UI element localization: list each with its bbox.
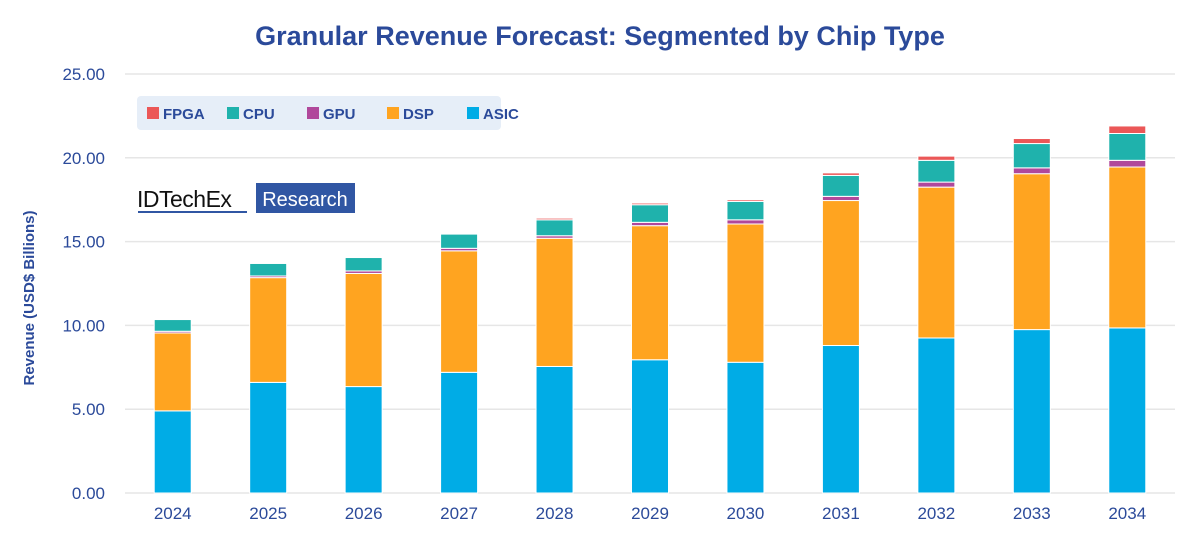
bar-asic-2028 bbox=[535, 365, 574, 494]
bar-dsp-2024 bbox=[153, 332, 192, 412]
logo-tag: Research bbox=[262, 189, 348, 211]
bar-gpu-2029 bbox=[631, 221, 669, 227]
bar-cpu-2032 bbox=[917, 159, 956, 183]
bar-dsp-2028 bbox=[535, 237, 574, 367]
logo-tag-background bbox=[256, 183, 355, 213]
bar-dsp-2026 bbox=[344, 272, 383, 388]
bar-fpga-2026 bbox=[344, 256, 383, 259]
bar-dsp-2027 bbox=[440, 250, 479, 373]
bar-asic-2026 bbox=[344, 386, 383, 494]
bar-fpga-2025 bbox=[249, 262, 288, 264]
bar-dsp-2025 bbox=[249, 277, 288, 383]
x-tick-label: 2026 bbox=[345, 504, 383, 523]
y-axis-label: Revenue (USD$ Billions) bbox=[21, 210, 38, 385]
bars bbox=[153, 125, 1147, 494]
bar-dsp-2029 bbox=[631, 225, 669, 361]
idtechex-logo: IDTechEx Research bbox=[137, 183, 355, 213]
legend-swatch-asic bbox=[467, 107, 479, 119]
bar-cpu-2034 bbox=[1108, 132, 1147, 161]
bar-cpu-2030 bbox=[726, 200, 765, 221]
legend-label-asic: ASIC bbox=[483, 106, 519, 123]
x-tick-label: 2027 bbox=[440, 504, 478, 523]
bar-asic-2025 bbox=[249, 381, 288, 494]
bar-cpu-2025 bbox=[249, 262, 288, 277]
y-tick-label: 10.00 bbox=[62, 316, 105, 335]
bar-fpga-2028 bbox=[535, 217, 574, 221]
legend-label-fpga: FPGA bbox=[163, 106, 205, 123]
bar-gpu-2033 bbox=[1012, 167, 1051, 175]
chart-title: Granular Revenue Forecast: Segmented by … bbox=[255, 21, 945, 51]
x-tick-label: 2033 bbox=[1013, 504, 1051, 523]
x-tick-labels: 2024 2025 2026 2027 2028 2029 2030 2031 2032 2033… bbox=[154, 504, 1146, 523]
bar-cpu-2027 bbox=[440, 233, 479, 249]
bar-dsp-2030 bbox=[726, 223, 765, 363]
bar-asic-2027 bbox=[440, 371, 479, 494]
y-tick-label: 15.00 bbox=[62, 233, 105, 252]
y-tick-label: 0.00 bbox=[72, 484, 105, 503]
legend-label-cpu: CPU bbox=[243, 106, 275, 123]
legend-label-gpu: GPU bbox=[323, 106, 356, 123]
x-tick-label: 2030 bbox=[727, 504, 765, 523]
bar-cpu-2024 bbox=[153, 319, 192, 332]
bar-gpu-2030 bbox=[726, 219, 765, 225]
bar-fpga-2027 bbox=[440, 232, 479, 235]
x-tick-label: 2034 bbox=[1108, 504, 1146, 523]
bar-dsp-2033 bbox=[1012, 173, 1051, 331]
bar-fpga-2034 bbox=[1108, 125, 1147, 134]
bar-gpu-2034 bbox=[1108, 159, 1147, 168]
bar-gpu-2031 bbox=[821, 195, 860, 202]
x-tick-label: 2029 bbox=[631, 504, 669, 523]
bar-asic-2033 bbox=[1012, 329, 1051, 494]
legend: FPGA CPU GPU DSP ASIC bbox=[137, 96, 519, 130]
logo-brand: IDTechEx bbox=[137, 186, 232, 212]
legend-label-dsp: DSP bbox=[403, 106, 434, 123]
bar-gpu-2032 bbox=[917, 181, 956, 188]
bar-asic-2024 bbox=[153, 410, 192, 494]
bar-fpga-2029 bbox=[631, 202, 669, 206]
legend-swatch-dsp bbox=[387, 107, 399, 119]
bar-fpga-2030 bbox=[726, 199, 765, 202]
legend-swatch-fpga bbox=[147, 107, 159, 119]
x-tick-label: 2031 bbox=[822, 504, 860, 523]
x-tick-label: 2028 bbox=[536, 504, 574, 523]
bar-dsp-2032 bbox=[917, 186, 956, 339]
bar-fpga-2032 bbox=[917, 155, 956, 161]
bar-cpu-2026 bbox=[344, 257, 383, 272]
x-tick-label: 2024 bbox=[154, 504, 192, 523]
bar-cpu-2029 bbox=[631, 204, 669, 223]
bar-asic-2030 bbox=[726, 361, 765, 494]
y-tick-label: 5.00 bbox=[72, 400, 105, 419]
bar-asic-2029 bbox=[631, 359, 669, 494]
x-tick-label: 2025 bbox=[249, 504, 287, 523]
bar-cpu-2031 bbox=[821, 174, 860, 197]
bar-dsp-2034 bbox=[1108, 166, 1147, 329]
bar-asic-2031 bbox=[821, 345, 860, 494]
x-tick-label: 2032 bbox=[917, 504, 955, 523]
bar-cpu-2028 bbox=[535, 219, 574, 237]
bar-fpga-2031 bbox=[821, 172, 860, 176]
bar-dsp-2031 bbox=[821, 200, 860, 347]
bar-asic-2034 bbox=[1108, 327, 1147, 494]
legend-swatch-gpu bbox=[307, 107, 319, 119]
bar-fpga-2024 bbox=[153, 318, 192, 321]
y-tick-label: 25.00 bbox=[62, 65, 105, 84]
bar-cpu-2033 bbox=[1012, 143, 1051, 169]
y-tick-labels: 0.00 5.00 10.00 15.00 20.00 25.00 bbox=[62, 65, 105, 503]
legend-swatch-cpu bbox=[227, 107, 239, 119]
y-tick-label: 20.00 bbox=[62, 149, 105, 168]
bar-asic-2032 bbox=[917, 337, 956, 494]
bar-fpga-2033 bbox=[1012, 138, 1051, 145]
